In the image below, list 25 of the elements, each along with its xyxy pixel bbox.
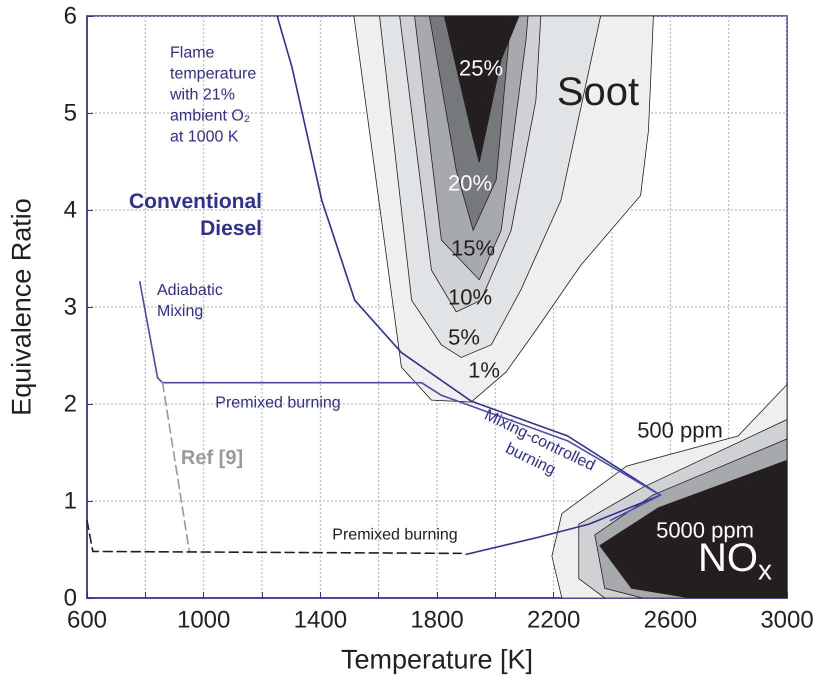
y-tick-label: 5	[64, 100, 77, 126]
annotation: Premixed burning	[215, 394, 341, 412]
y-axis-title: Equivalence Ratio	[6, 198, 36, 416]
annotation: Flame temperature with 21% ambient O₂ at 1000 K	[169, 44, 256, 146]
annotation: 5%	[448, 324, 480, 350]
x-tick-label: 1800	[410, 606, 464, 634]
annotation: 25%	[458, 56, 504, 80]
x-tick-label: 3000	[760, 606, 814, 634]
x-tick-label: 1000	[176, 606, 230, 634]
y-tick-label: 2	[64, 390, 77, 418]
annotation: 15%	[450, 236, 496, 260]
x-tick-label: 2600	[644, 606, 698, 634]
annotation: Conventional Diesel	[128, 190, 262, 240]
x-tick-label: 1400	[294, 606, 348, 634]
x-axis-title: Temperature [K]	[340, 644, 534, 674]
annotation: Premixed burning	[332, 526, 458, 544]
x-tick-label: 2200	[526, 606, 580, 634]
y-tick-label: 4	[64, 196, 77, 224]
annotation: Ref [9]	[180, 447, 244, 469]
annotation: 1%	[468, 358, 500, 382]
y-tick-label: 3	[64, 294, 77, 320]
y-tick-label: 6	[64, 2, 77, 30]
annotation: 500 ppm	[637, 418, 723, 442]
y-tick-label: 1	[64, 488, 77, 514]
annotation: Adiabatic Mixing	[157, 282, 223, 320]
